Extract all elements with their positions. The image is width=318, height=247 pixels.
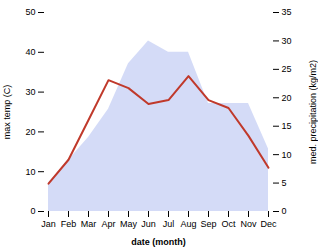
svg-text:date (month): date (month) xyxy=(131,237,186,247)
svg-text:15: 15 xyxy=(282,121,292,131)
svg-text:0: 0 xyxy=(30,206,35,216)
svg-text:May: May xyxy=(120,219,138,229)
svg-text:40: 40 xyxy=(25,47,35,57)
svg-text:10: 10 xyxy=(25,167,35,177)
svg-text:Feb: Feb xyxy=(61,219,77,229)
svg-text:Jun: Jun xyxy=(141,219,156,229)
svg-text:Apr: Apr xyxy=(101,219,115,229)
svg-text:20: 20 xyxy=(25,127,35,137)
svg-text:35: 35 xyxy=(282,7,292,17)
svg-text:med. precipitation (kg/m2): med. precipitation (kg/m2) xyxy=(308,60,318,164)
svg-text:Jul: Jul xyxy=(163,219,175,229)
svg-text:30: 30 xyxy=(282,36,292,46)
svg-text:Nov: Nov xyxy=(240,219,257,229)
svg-text:Dec: Dec xyxy=(260,219,277,229)
svg-text:50: 50 xyxy=(25,7,35,17)
svg-text:Sep: Sep xyxy=(200,219,216,229)
svg-text:30: 30 xyxy=(25,87,35,97)
svg-text:10: 10 xyxy=(282,150,292,160)
svg-text:Mar: Mar xyxy=(81,219,97,229)
svg-text:25: 25 xyxy=(282,64,292,74)
svg-text:Aug: Aug xyxy=(180,219,196,229)
svg-text:Oct: Oct xyxy=(221,219,236,229)
svg-text:max temp (C): max temp (C) xyxy=(2,85,12,140)
svg-text:Jan: Jan xyxy=(41,219,56,229)
svg-text:20: 20 xyxy=(282,93,292,103)
svg-text:5: 5 xyxy=(282,178,287,188)
svg-text:0: 0 xyxy=(282,206,287,216)
